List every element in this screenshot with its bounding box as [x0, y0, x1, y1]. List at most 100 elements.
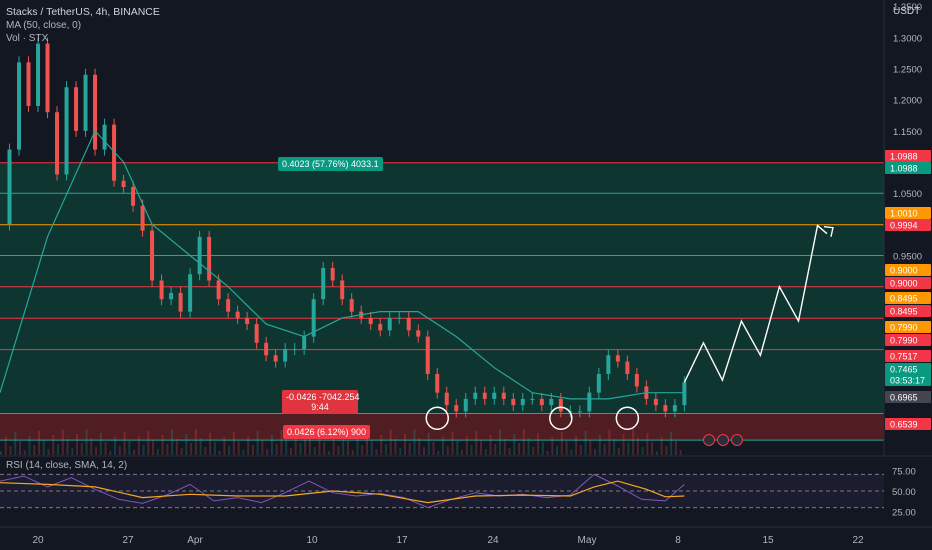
volume-bar	[190, 443, 193, 455]
highlight-circle[interactable]	[425, 406, 449, 430]
volume-bar	[133, 450, 136, 455]
highlight-circle[interactable]	[615, 406, 640, 430]
volume-bar	[484, 449, 487, 455]
volume-bar	[251, 445, 254, 455]
time-axis-tick-label: 17	[396, 535, 408, 546]
candle-body	[254, 324, 259, 343]
volume-bar	[14, 432, 17, 455]
volume-bar	[565, 441, 568, 455]
volume-bar	[575, 436, 578, 455]
volume-bar	[327, 451, 330, 455]
volume-bar	[47, 449, 50, 455]
volume-bar	[66, 439, 69, 455]
price-axis-tag-label: 0.7517	[890, 352, 918, 362]
candle-body	[397, 317, 402, 319]
candle-body	[539, 398, 544, 406]
price-axis-tag-label: 0.8495	[890, 307, 918, 317]
rsi-line	[0, 473, 685, 509]
volume-bar	[237, 441, 240, 455]
candle-body	[102, 124, 107, 150]
volume-bar	[598, 435, 601, 455]
volume-bar	[527, 438, 530, 455]
volume-bar	[532, 447, 535, 455]
highlight-circle[interactable]	[549, 406, 573, 430]
volume-bar	[627, 443, 630, 455]
price-axis-tag	[885, 363, 931, 375]
candle-body	[292, 349, 297, 351]
price-zone	[0, 162, 884, 414]
volume-bar	[23, 450, 26, 455]
candle-body	[530, 398, 535, 400]
volume-bar	[285, 439, 288, 455]
candle-body	[406, 317, 411, 331]
volume-bar	[551, 437, 554, 455]
price-axis-tag	[885, 305, 931, 317]
volume-bar	[42, 440, 45, 455]
volume-bar	[665, 446, 668, 455]
price-axis-tag-label: 0.7990	[890, 336, 918, 346]
volume-bar	[603, 444, 606, 455]
time-axis-tick-label: Apr	[187, 535, 203, 546]
volume-bar	[308, 438, 311, 455]
volume-bar	[427, 433, 430, 455]
volume-bar	[513, 434, 516, 455]
projection-path[interactable]	[683, 224, 828, 383]
candle-body	[302, 336, 307, 350]
event-icon[interactable]	[717, 434, 729, 446]
volume-bar	[560, 432, 563, 455]
volume-bar	[356, 436, 359, 455]
candle-body	[520, 398, 525, 406]
price-axis-tag-label: 0.9994	[890, 221, 918, 231]
volume-bar	[646, 433, 649, 455]
volume-bar	[289, 448, 292, 455]
volume-bar	[223, 437, 226, 455]
volume-bar	[670, 432, 673, 455]
candle-body	[64, 87, 69, 175]
volume-bar	[313, 447, 316, 455]
volume-bar	[266, 449, 269, 455]
price-axis-tag	[885, 207, 931, 219]
currency-label: USDT	[893, 6, 921, 17]
volume-bar	[123, 432, 126, 455]
candle-body	[340, 280, 345, 300]
ma-indicator-label[interactable]: MA (50, close, 0)	[6, 20, 82, 31]
volume-bar	[294, 434, 297, 455]
candle-body	[131, 186, 136, 206]
candle-body	[36, 43, 41, 106]
volume-bar	[175, 439, 178, 455]
price-axis-tag	[885, 292, 931, 304]
candle-body	[207, 236, 212, 281]
volume-bar	[442, 437, 444, 455]
symbol-title[interactable]: Stacks / TetherUS, 4h, BINANCE	[6, 6, 160, 18]
volume-bar	[503, 439, 506, 455]
volume-bar	[461, 450, 464, 455]
event-icon[interactable]	[731, 434, 743, 446]
rsi-axis-tick-label: 75.00	[892, 466, 916, 477]
volume-bar	[408, 443, 411, 455]
volume-bar	[589, 440, 592, 455]
volume-bar	[332, 437, 335, 455]
event-icon[interactable]	[703, 434, 715, 446]
volume-bar	[156, 449, 159, 455]
volume-bar	[632, 429, 635, 455]
candle-body	[463, 398, 468, 412]
candle-body	[473, 392, 478, 399]
volume-indicator-label[interactable]: Vol · STX	[6, 33, 49, 44]
volume-bar	[28, 436, 31, 455]
projection-arrowhead	[823, 226, 834, 237]
candle-body	[596, 373, 601, 393]
candle-body	[653, 398, 658, 406]
range-measure-mid-line1: -0.0426 -7042.254	[286, 392, 360, 402]
volume-bar	[361, 445, 364, 455]
volume-bar	[180, 448, 183, 455]
volume-bar	[579, 445, 582, 455]
candle-body	[625, 361, 630, 374]
volume-bar	[384, 444, 387, 455]
volume-bar	[418, 438, 421, 455]
price-axis-tag	[885, 350, 931, 362]
price-axis-tag	[885, 277, 931, 289]
price-axis-tag	[885, 162, 931, 174]
volume-bar	[304, 429, 307, 455]
rsi-indicator-label[interactable]: RSI (14, close, SMA, 14, 2)	[6, 460, 128, 471]
